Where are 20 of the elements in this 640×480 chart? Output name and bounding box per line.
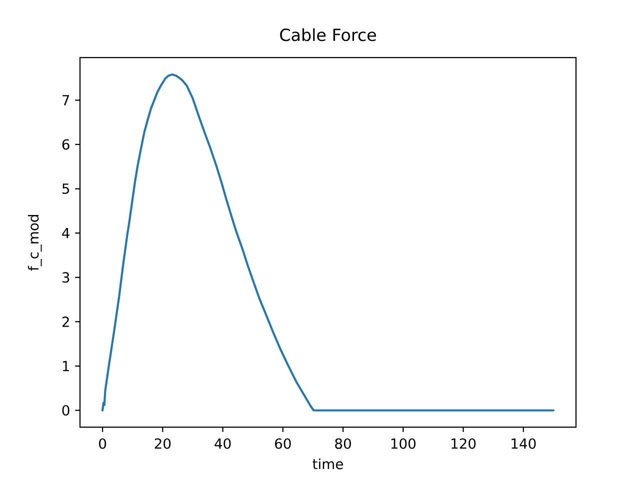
y-axis-title: f_c_mod (28, 215, 42, 271)
x-tick-label: 60 (275, 438, 291, 449)
y-tick-label: 6 (62, 139, 70, 150)
x-tick-label: 40 (214, 438, 231, 449)
y-tick-label: 1 (62, 360, 69, 372)
line-series (102, 73, 554, 412)
y-tick-label: 4 (62, 228, 70, 238)
y-tick-label: 2 (62, 316, 69, 327)
y-tick-label: 7 (62, 95, 70, 106)
x-tick-label: 140 (512, 438, 536, 449)
x-tick-label: 100 (391, 438, 416, 449)
x-tick-label: 20 (154, 438, 171, 449)
y-tick-label: 3 (62, 272, 70, 283)
x-tick-label: 80 (335, 438, 351, 449)
x-tick-label: 120 (452, 438, 476, 449)
x-axis-title: time (312, 458, 343, 470)
x-tick-label: 0 (99, 438, 106, 449)
chart-title: Cable Force (280, 28, 376, 42)
y-tick-label: 0 (62, 405, 70, 416)
y-tick-label: 5 (62, 184, 70, 194)
